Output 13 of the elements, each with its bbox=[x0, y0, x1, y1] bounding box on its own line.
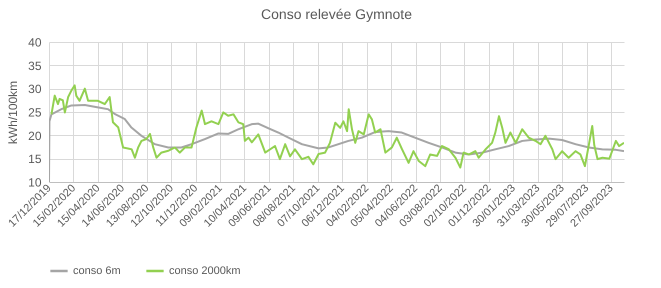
line-series bbox=[49, 104, 624, 182]
y-tick-label: 35 bbox=[28, 58, 42, 73]
y-tick-label: 30 bbox=[28, 82, 42, 96]
y-tick-label: 15 bbox=[28, 152, 42, 166]
y-tick-label: 25 bbox=[28, 106, 42, 120]
line-series bbox=[50, 84, 624, 169]
y-tick-label: 20 bbox=[28, 128, 42, 143]
legend-label: conso 2000km bbox=[169, 265, 241, 277]
y-tick-label: 40 bbox=[28, 36, 42, 50]
y-axis-title: kWh/100km bbox=[6, 80, 20, 144]
chart-title: Conso relevée Gymnote bbox=[261, 6, 412, 22]
y-tick-label: 10 bbox=[28, 176, 42, 190]
legend-label: conso 6m bbox=[73, 265, 121, 277]
